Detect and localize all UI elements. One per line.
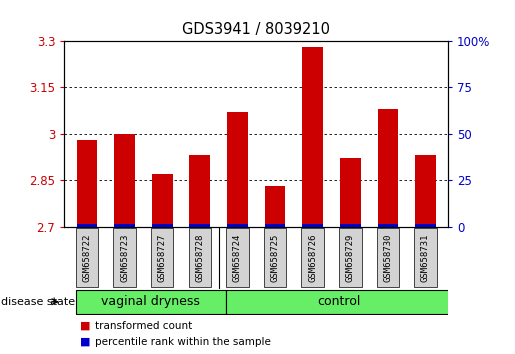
Text: control: control	[317, 295, 360, 308]
Text: GSM658724: GSM658724	[233, 233, 242, 282]
Bar	[339, 228, 362, 287]
Bar	[415, 155, 436, 227]
Bar	[188, 228, 211, 287]
Text: ■: ■	[80, 337, 90, 347]
Bar	[414, 228, 437, 287]
Text: GSM658728: GSM658728	[195, 233, 204, 282]
Bar	[227, 224, 248, 227]
Bar	[226, 290, 452, 314]
Text: GSM658725: GSM658725	[270, 233, 280, 282]
Text: GSM658731: GSM658731	[421, 233, 430, 282]
Bar	[265, 186, 285, 227]
Bar	[226, 228, 249, 287]
Bar	[415, 224, 436, 227]
Bar	[114, 134, 135, 227]
Bar	[152, 224, 173, 227]
Bar	[227, 112, 248, 227]
Text: GSM658723: GSM658723	[120, 233, 129, 282]
Text: GSM658729: GSM658729	[346, 233, 355, 282]
Bar	[302, 224, 323, 227]
Text: vaginal dryness: vaginal dryness	[101, 295, 200, 308]
Bar	[302, 47, 323, 227]
Text: GSM658730: GSM658730	[383, 233, 392, 282]
Text: percentile rank within the sample: percentile rank within the sample	[95, 337, 271, 347]
Bar	[264, 228, 286, 287]
Text: GSM658726: GSM658726	[308, 233, 317, 282]
Bar	[77, 224, 97, 227]
Text: GSM658727: GSM658727	[158, 233, 167, 282]
Bar	[190, 155, 210, 227]
Bar	[152, 174, 173, 227]
Text: disease state: disease state	[1, 297, 75, 307]
Bar	[151, 228, 174, 287]
Text: ■: ■	[80, 321, 90, 331]
Bar	[190, 224, 210, 227]
Text: GSM658722: GSM658722	[82, 233, 92, 282]
Bar	[340, 224, 360, 227]
Title: GDS3941 / 8039210: GDS3941 / 8039210	[182, 22, 330, 37]
Bar	[376, 228, 399, 287]
Bar	[377, 224, 398, 227]
Bar	[265, 224, 285, 227]
Bar	[301, 228, 324, 287]
Bar	[377, 109, 398, 227]
Bar	[340, 159, 360, 227]
Text: transformed count: transformed count	[95, 321, 193, 331]
Bar	[114, 224, 135, 227]
Bar	[77, 140, 97, 227]
Bar	[113, 228, 136, 287]
Bar	[76, 228, 98, 287]
Bar	[76, 290, 226, 314]
